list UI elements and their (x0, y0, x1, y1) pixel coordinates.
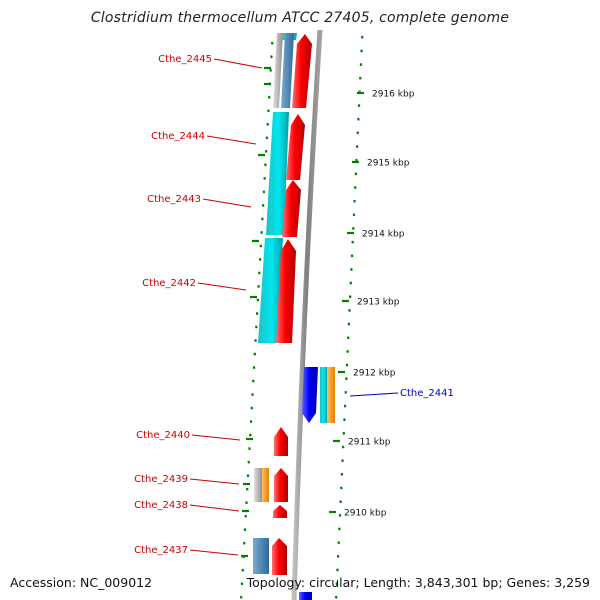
scale-tick-label: 2912 kbp (353, 369, 396, 379)
grey-feature (254, 468, 262, 502)
gene-label-leader (202, 198, 252, 208)
gene-label: Cthe_2438 (134, 500, 188, 511)
genome-backbone (291, 29, 323, 600)
scale-tick-label: 2914 kbp (362, 230, 405, 240)
gene-label-leader (189, 549, 239, 556)
orange-feature (262, 468, 269, 502)
orange-feature (327, 367, 335, 423)
gene-label-leader (191, 434, 241, 441)
gene-label: Cthe_2439 (134, 474, 188, 485)
grey-feature (273, 33, 283, 108)
scale-tick-label: 2915 kbp (367, 159, 410, 169)
reverse-genes (299, 367, 318, 600)
forward-gene-arrow (292, 34, 312, 108)
scale-tick-label: 2916 kbp (372, 90, 415, 100)
gene-labels: Cthe_2445 Cthe_2444 Cthe_2443 Cthe_2442 Cthe… (134, 54, 454, 556)
other-features (253, 33, 335, 574)
gene-label-leader (213, 58, 263, 69)
gene-label: Cthe_2443 (147, 194, 201, 205)
gene-label-leader (189, 504, 240, 512)
forward-genes (272, 34, 312, 575)
gene-label: Cthe_2442 (142, 278, 196, 289)
gene-label-leader (349, 392, 399, 397)
gene-label-leader (189, 478, 240, 485)
gene-label: Cthe_2445 (158, 54, 212, 65)
gene-label: Cthe_2444 (151, 131, 205, 142)
cyan-feature (320, 367, 327, 423)
reverse-gene-arrow (299, 592, 312, 600)
scale-tick-label: 2913 kbp (357, 298, 400, 308)
reverse-gene-arrow (302, 367, 318, 423)
forward-gene-arrow (282, 180, 301, 237)
scale-tick-label: 2911 kbp (348, 438, 391, 448)
gene-label: Cthe_2437 (134, 545, 188, 556)
cyan-feature (258, 238, 283, 343)
forward-gene-arrow (276, 239, 296, 343)
gene-label: Cthe_2441 (400, 388, 454, 399)
gene-label-leader (197, 282, 247, 291)
forward-gene-arrow (274, 468, 288, 502)
steelblue-feature (253, 538, 269, 574)
forward-gene-arrow (274, 427, 288, 456)
forward-gene-arrow (272, 538, 287, 575)
topology-text: Topology: circular; Length: 3,843,301 bp… (246, 575, 590, 590)
forward-gene-arrow (273, 505, 287, 518)
steelblue-feature (281, 33, 294, 108)
cyan-feature (266, 112, 289, 235)
forward-gene-arrow (286, 114, 305, 180)
scale-ticks: 2916 kbp 2915 kbp 2914 kbp 2913 kbp 2912 kbp… (241, 66, 415, 558)
dotted-guides (239, 35, 364, 599)
map-title: Clostridium thermocellum ATCC 27405, com… (90, 10, 510, 26)
scale-tick-label: 2910 kbp (344, 509, 387, 519)
accession-text: Accession: NC_009012 (10, 575, 153, 590)
gene-label: Cthe_2440 (136, 430, 190, 441)
gene-label-leader (206, 135, 257, 145)
